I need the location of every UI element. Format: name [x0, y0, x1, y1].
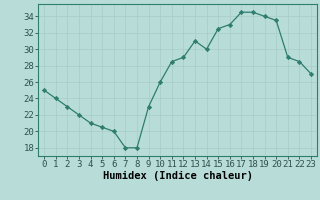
X-axis label: Humidex (Indice chaleur): Humidex (Indice chaleur) [103, 171, 252, 181]
